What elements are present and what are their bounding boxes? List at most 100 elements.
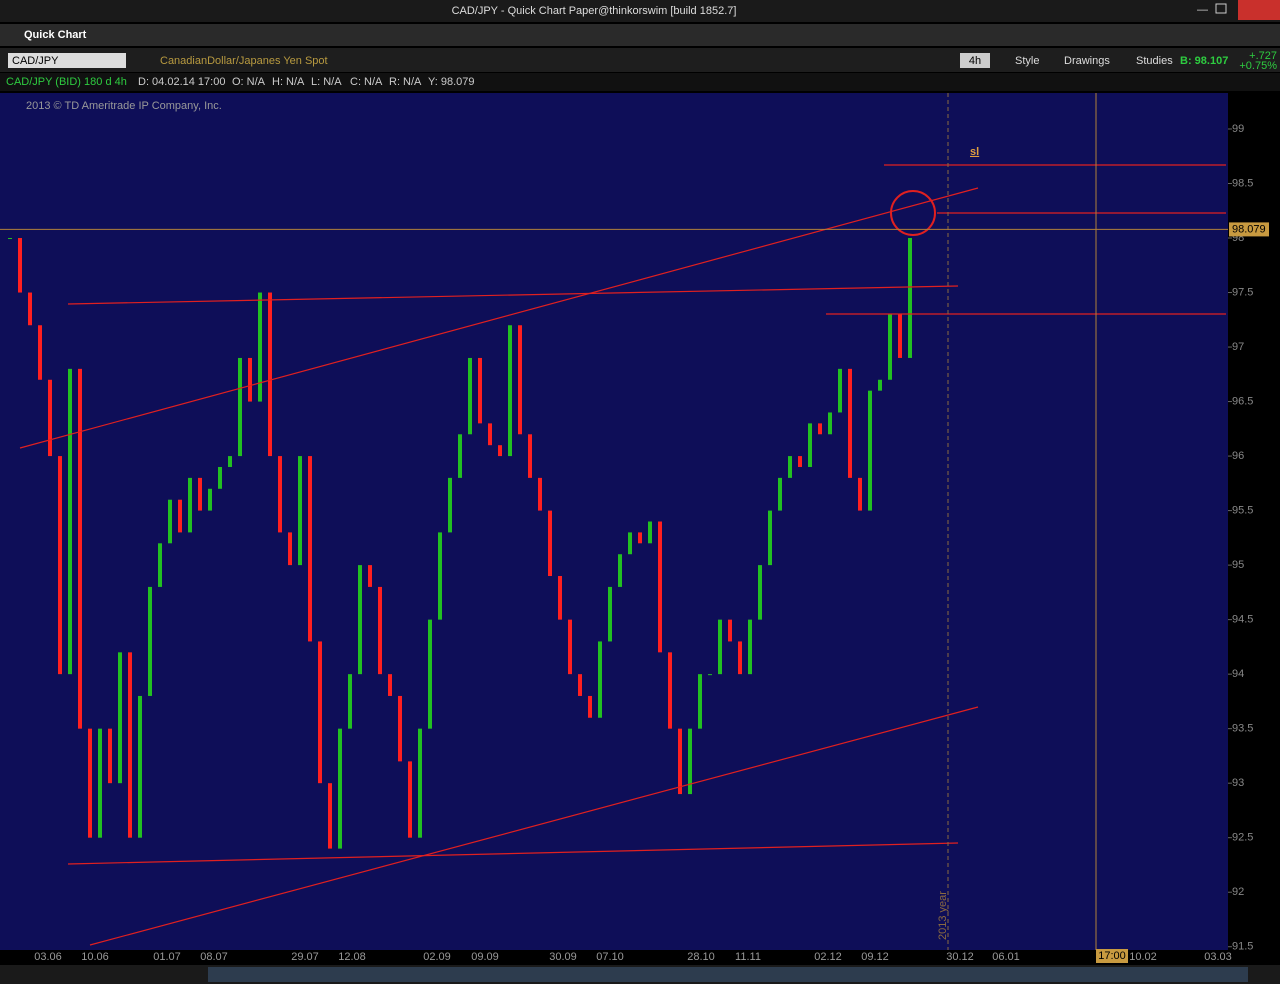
candle (858, 477, 862, 511)
symbol-description: CanadianDollar/Japanes Yen Spot (160, 55, 328, 67)
candle (88, 728, 92, 838)
candle (708, 674, 712, 676)
candle (68, 368, 72, 675)
candle (468, 357, 472, 435)
info-item: CAD/JPY (BID) 180 d 4h (6, 76, 127, 88)
candle (308, 456, 312, 642)
info-bar (0, 73, 1280, 91)
x-tick-label: 28.10 (687, 951, 715, 963)
cursor-time-box (1096, 949, 1128, 963)
info-item: R: N/A (389, 76, 422, 88)
candle (258, 292, 262, 402)
candle (148, 586, 152, 696)
candle (678, 728, 682, 795)
x-tick-label: 01.07 (153, 951, 181, 963)
aggregation-box[interactable] (960, 53, 990, 68)
y-tick-label: 97 (1232, 341, 1244, 353)
candle (618, 554, 622, 587)
y-tick-label: 95 (1232, 559, 1244, 571)
plot-area (0, 93, 1228, 950)
candle (248, 357, 252, 402)
style-button[interactable]: Style (1015, 55, 1039, 67)
window-title: CAD/JPY - Quick Chart Paper@thinkorswim … (452, 5, 737, 17)
copyright: 2013 © TD Ameritrade IP Company, Inc. (26, 100, 222, 112)
candle (818, 423, 822, 435)
studies-button[interactable]: Studies (1136, 55, 1173, 67)
candle (378, 586, 382, 675)
x-tick-label: 12.08 (338, 951, 366, 963)
candle (78, 368, 82, 729)
minimize-button[interactable]: — (1197, 4, 1208, 16)
candle (598, 641, 602, 718)
candle (238, 357, 242, 457)
aggregation-button[interactable]: 4h (969, 55, 981, 67)
candle (168, 499, 172, 544)
candle (518, 325, 522, 435)
candle (798, 456, 802, 467)
candle (368, 565, 372, 587)
y-tick-label: 92.5 (1232, 832, 1253, 844)
candle (128, 652, 132, 838)
y-tick-label: 92 (1232, 886, 1244, 898)
candle (408, 761, 412, 838)
info-item: C: N/A (350, 76, 383, 88)
candle (848, 368, 852, 478)
candle (348, 674, 352, 729)
cursor-time: 17:00 (1098, 950, 1126, 962)
candle (338, 728, 342, 849)
info-item: L: N/A (311, 76, 342, 88)
close-button[interactable] (1238, 0, 1280, 20)
candle (208, 488, 212, 511)
bid-price: B: 98.107 (1180, 55, 1228, 67)
candle (398, 695, 402, 762)
candle (438, 532, 442, 620)
candle (558, 576, 562, 620)
info-item: H: N/A (272, 76, 305, 88)
candle (328, 783, 332, 849)
candle (228, 456, 232, 467)
candle (8, 238, 12, 240)
candle (688, 728, 692, 795)
maximize-button[interactable] (1215, 3, 1227, 14)
x-tick-label: 06.01 (992, 951, 1020, 963)
last-price-label: 98.079 (1232, 223, 1266, 235)
candle (28, 292, 32, 326)
candle (278, 456, 282, 533)
year-marker: 2013 year (937, 891, 949, 940)
x-tick-label: 10.02 (1129, 951, 1157, 963)
candle (578, 674, 582, 696)
candle (588, 695, 592, 718)
symbol-input[interactable]: CAD/JPY (12, 55, 59, 67)
x-tick-label: 08.07 (200, 951, 228, 963)
candle (758, 565, 762, 620)
annotation: sl (970, 146, 979, 158)
candle (748, 619, 752, 675)
candle (768, 510, 772, 566)
scroll-thumb[interactable] (208, 967, 1248, 982)
y-tick-label: 96 (1232, 450, 1244, 462)
drawings-button[interactable]: Drawings (1064, 55, 1110, 67)
candle (698, 674, 702, 729)
candle (38, 325, 42, 380)
info-item: D: 04.02.14 17:00 (138, 76, 225, 88)
candle (58, 456, 62, 675)
candle (198, 477, 202, 511)
x-tick-label: 10.06 (81, 951, 109, 963)
x-tick-label: 07.10 (596, 951, 624, 963)
candle (888, 314, 892, 380)
candle (538, 477, 542, 511)
y-tick-label: 99 (1232, 123, 1244, 135)
x-axis-area (0, 950, 1280, 964)
symbol-box[interactable] (8, 53, 126, 68)
x-tick-label: 09.09 (471, 951, 499, 963)
candle (668, 652, 672, 729)
candle (188, 477, 192, 533)
candle (898, 314, 902, 358)
x-tick-label: 03.03 (1204, 951, 1232, 963)
x-tick-label: 03.06 (34, 951, 62, 963)
panel-header (0, 24, 1280, 46)
candle (648, 521, 652, 544)
candle (178, 499, 182, 533)
candle (628, 532, 632, 555)
y-tick-label: 93.5 (1232, 723, 1253, 735)
